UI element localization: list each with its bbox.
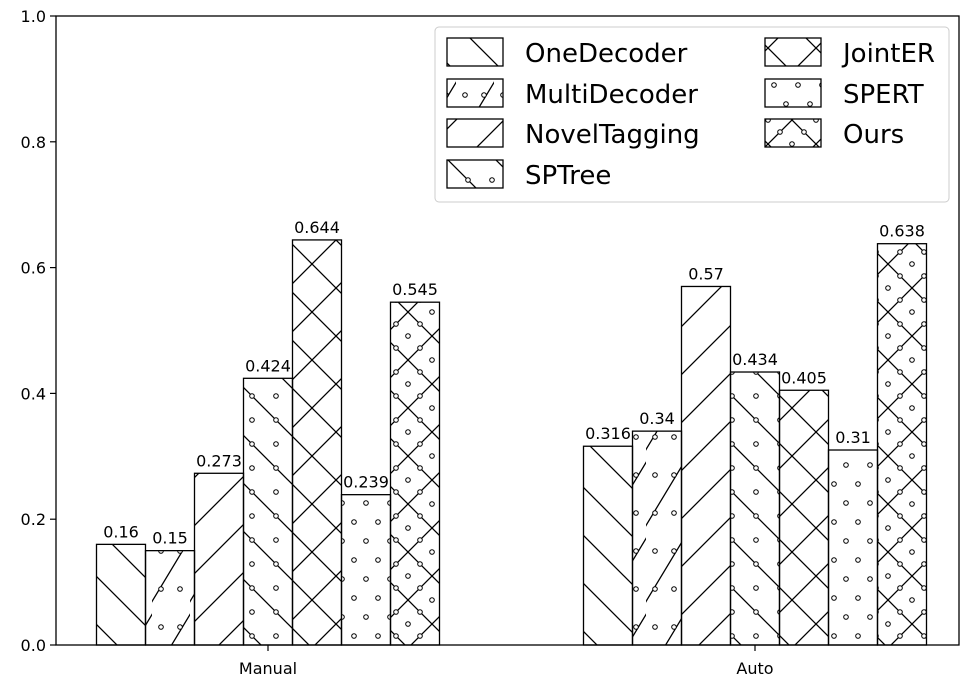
x-tick-label: Manual — [239, 659, 297, 678]
x-tick-label: Auto — [736, 659, 773, 678]
bar-ours-auto — [876, 243, 928, 646]
bar-value-label: 0.34 — [639, 409, 675, 428]
legend-label-spert: SPERT — [843, 80, 924, 110]
y-tick-label: 0.8 — [21, 133, 46, 152]
bar-spert-manual — [340, 494, 392, 646]
y-tick-label: 0.4 — [21, 384, 46, 403]
y-tick-label: 0.2 — [21, 510, 46, 529]
bar-onedecoder-auto — [582, 445, 634, 646]
legend-swatch-noveltagging — [446, 118, 504, 148]
bar-value-label: 0.424 — [245, 356, 291, 375]
bar-jointer-auto — [778, 389, 830, 646]
bar-value-label: 0.273 — [196, 451, 242, 470]
bar-value-label: 0.316 — [585, 424, 631, 443]
legend-swatch-ours — [764, 118, 822, 148]
bar-multidecoder-manual — [144, 550, 196, 646]
legend-swatch-multidecoder — [446, 78, 504, 108]
legend-label-onedecoder: OneDecoder — [525, 39, 688, 69]
plot-area: 0.0 0.2 0.4 0.6 0.8 1.0 0.16 0.15 0.273 0.424 0.64… — [21, 7, 960, 678]
bar-value-label: 0.545 — [392, 280, 438, 299]
bar-value-label: 0.434 — [732, 350, 778, 369]
bar-noveltagging-manual — [193, 472, 245, 646]
bar-ours-manual — [389, 301, 441, 646]
bar-value-label: 0.405 — [781, 368, 827, 387]
bar-value-label: 0.15 — [152, 529, 188, 548]
legend-swatch-sptree — [446, 159, 504, 189]
legend-label-noveltagging: NovelTagging — [525, 120, 700, 150]
legend-label-sptree: SPTree — [525, 161, 611, 191]
y-tick-label: 0.0 — [21, 636, 46, 655]
axes-frame — [55, 15, 960, 646]
bar-multidecoder-auto — [631, 430, 683, 646]
y-tick-label: 1.0 — [21, 7, 46, 26]
bar-value-label: 0.644 — [294, 218, 340, 237]
legend-label-jointer: JointER — [841, 39, 935, 69]
bar-value-label: 0.638 — [879, 222, 925, 241]
bar-jointer-manual — [291, 239, 343, 646]
legend-swatch-spert — [764, 78, 822, 108]
bar-onedecoder-manual — [95, 543, 147, 646]
bar-sptree-auto — [729, 371, 781, 646]
bar-spert-auto — [827, 449, 879, 646]
bar-value-label: 0.239 — [343, 473, 389, 492]
bar-sptree-manual — [242, 377, 294, 646]
legend-swatch-onedecoder — [446, 37, 504, 67]
legend-box — [434, 26, 950, 203]
bar-value-label: 0.31 — [835, 428, 871, 447]
legend-label-multidecoder: MultiDecoder — [525, 80, 698, 110]
y-tick-label: 0.6 — [21, 259, 46, 278]
bar-value-label: 0.16 — [103, 522, 139, 541]
legend-label-ours: Ours — [843, 120, 904, 150]
bar-noveltagging-auto — [680, 285, 732, 646]
legend: OneDecoder MultiDecoder NovelTagging SPTree… — [434, 26, 950, 203]
bar-value-label: 0.57 — [688, 264, 724, 283]
legend-swatch-jointer — [764, 37, 822, 67]
